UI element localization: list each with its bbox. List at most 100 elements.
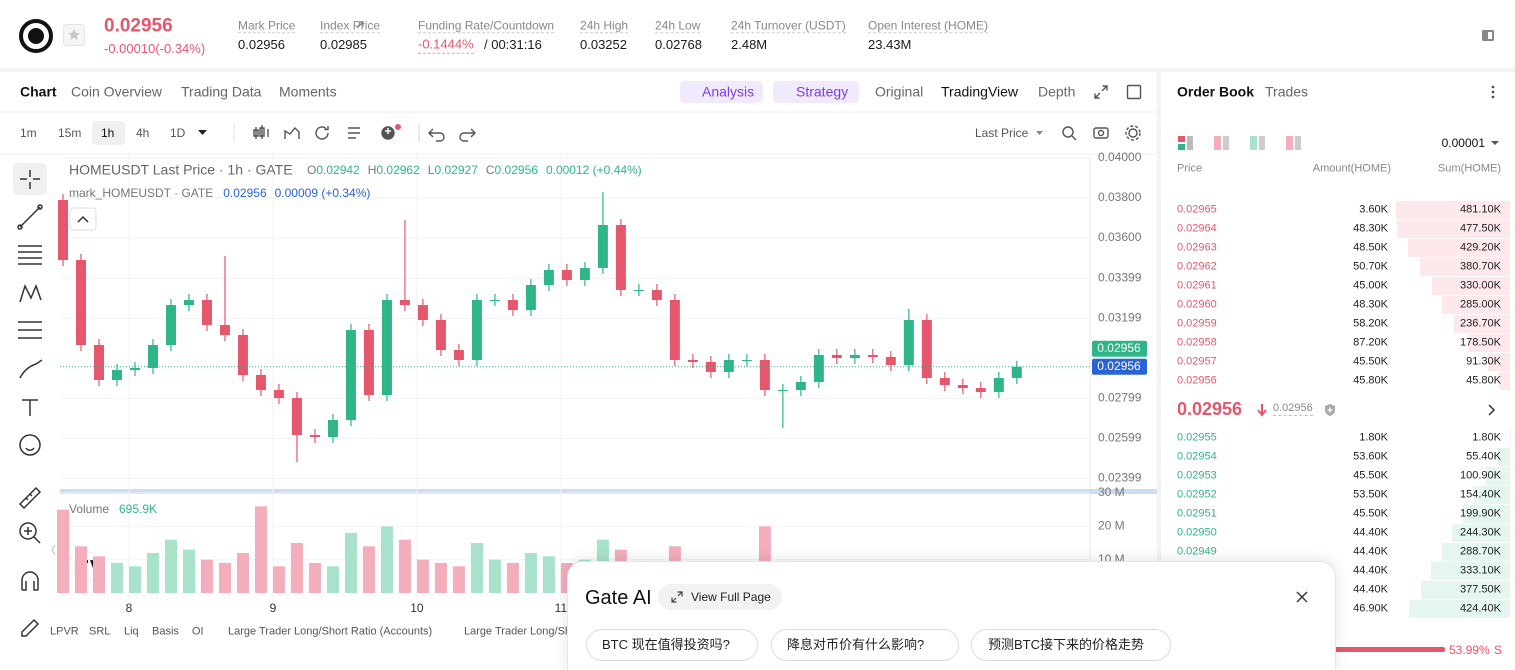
book-amount: 48.30K	[1353, 298, 1388, 311]
book-price[interactable]: 0.02964	[1177, 222, 1217, 235]
book-price[interactable]: 0.02956	[1177, 374, 1217, 387]
book-price[interactable]: 0.02959	[1177, 317, 1217, 330]
tab[interactable]: Order Book	[1177, 83, 1255, 100]
tab[interactable]: Trading Data	[181, 83, 262, 100]
book-price[interactable]: 0.02952	[1177, 488, 1217, 501]
interval[interactable]: 1h	[101, 125, 115, 140]
toolbar-icons[interactable]	[253, 124, 1141, 142]
mark-change: 0.00009 (+0.34%)	[275, 186, 371, 200]
x-tick-label: 9	[270, 601, 277, 615]
dropdown-caret[interactable]	[1490, 140, 1500, 146]
question-chip[interactable]	[971, 629, 1171, 661]
indicator[interactable]: OI	[192, 625, 204, 638]
ohlc-key: C	[486, 163, 495, 177]
tab[interactable]: Chart	[20, 83, 57, 100]
precision-select[interactable]: 0.00001	[1441, 135, 1485, 150]
depth-bar	[1396, 201, 1510, 219]
more-icon[interactable]	[1488, 84, 1498, 100]
candle-body	[723, 360, 734, 372]
candle-body	[237, 335, 248, 375]
book-price[interactable]: 0.02955	[1177, 431, 1217, 444]
candle-body	[417, 305, 428, 320]
interval[interactable]: 15m	[58, 125, 82, 140]
book-sum: 1.80K	[1472, 431, 1501, 444]
book-price[interactable]: 0.02954	[1177, 450, 1217, 463]
book-price[interactable]: 0.02953	[1177, 469, 1217, 482]
ohlc-value: 0.02942	[316, 163, 360, 177]
side-label: S	[1494, 642, 1503, 657]
book-amount: 48.30K	[1353, 222, 1388, 235]
tab[interactable]: Coin Overview	[71, 83, 163, 100]
indicator[interactable]: Liq	[124, 625, 139, 638]
candle-body	[867, 355, 878, 357]
book-price[interactable]: 0.02960	[1177, 298, 1217, 311]
interval[interactable]: 1m	[20, 125, 37, 140]
view-tab[interactable]: Depth	[1038, 83, 1076, 100]
view-full-page-button[interactable]	[658, 584, 782, 610]
book-price[interactable]: 0.02949	[1177, 545, 1217, 558]
book-price[interactable]: 0.02965	[1177, 203, 1217, 216]
ratio-label: 53.99%	[1449, 642, 1490, 657]
external-link-icon[interactable]	[355, 20, 365, 30]
shield-icon[interactable]	[1323, 403, 1337, 417]
close-button[interactable]	[1296, 591, 1308, 603]
book-price[interactable]: 0.02951	[1177, 507, 1217, 520]
question[interactable]: 降息对币价有什么影响?	[787, 637, 925, 653]
stat-label: Mark Price	[238, 18, 296, 34]
volume-bar	[506, 563, 519, 593]
book-amount: 45.50K	[1353, 355, 1388, 368]
collapse-legend[interactable]	[69, 207, 97, 231]
book-price[interactable]: 0.02961	[1177, 279, 1217, 292]
indicator[interactable]: LPVR	[50, 625, 79, 638]
dropdown-caret[interactable]	[198, 130, 207, 135]
stat-label: Open Interest (HOME)	[868, 18, 989, 34]
interval[interactable]: 1D	[170, 125, 186, 140]
fullscreen-icon[interactable]	[1093, 84, 1109, 100]
view-full-page[interactable]: View Full Page	[691, 589, 771, 604]
interval[interactable]: 4h	[136, 125, 150, 140]
indicator[interactable]: Basis	[152, 625, 179, 638]
volume-bar	[326, 566, 339, 593]
depth-bar	[1419, 258, 1510, 276]
book-price[interactable]: 0.02957	[1177, 355, 1217, 368]
book-price[interactable]: 0.02958	[1177, 336, 1217, 349]
volume-bar	[524, 553, 537, 593]
depth-bar	[1431, 562, 1510, 580]
question-chip[interactable]	[771, 629, 959, 661]
tab[interactable]: Moments	[279, 83, 337, 100]
question-chip[interactable]	[586, 629, 758, 661]
chevron-right[interactable]	[1487, 403, 1497, 417]
candle-body	[939, 378, 950, 385]
book-layout-icons[interactable]	[1176, 135, 1316, 151]
add-indicator[interactable]	[385, 128, 391, 134]
price-type-select[interactable]: Last Price	[975, 125, 1029, 140]
view-tab[interactable]: Strategy	[796, 83, 849, 100]
view-tab[interactable]: Original	[875, 83, 924, 100]
view-tab[interactable]: Analysis	[702, 83, 755, 100]
book-price[interactable]: 0.02962	[1177, 260, 1217, 273]
depth-bar	[1408, 239, 1510, 257]
book-sum: 45.80K	[1466, 374, 1501, 387]
indicator[interactable]: SRL	[89, 625, 111, 638]
favorite-star[interactable]	[63, 24, 85, 46]
book-sum: 330.00K	[1460, 279, 1501, 292]
candle-body	[687, 360, 698, 362]
book-sum: 199.90K	[1460, 507, 1501, 520]
indicator[interactable]: Large Trader Long/Sh	[464, 625, 572, 638]
view-tab[interactable]: TradingView	[941, 83, 1019, 100]
depth-bar	[1441, 543, 1510, 561]
book-amount: 53.50K	[1353, 488, 1388, 501]
window-icon[interactable]	[1126, 84, 1142, 100]
scroll-arrow[interactable]	[51, 544, 56, 556]
ai-tab-bg[interactable]	[680, 81, 763, 103]
drawing-tools[interactable]	[13, 163, 47, 637]
book-price[interactable]: 0.02950	[1177, 526, 1217, 539]
dropdown-caret[interactable]	[1036, 131, 1043, 135]
book-price[interactable]: 0.02963	[1177, 241, 1217, 254]
tab[interactable]: Trades	[1265, 83, 1309, 100]
question[interactable]: BTC 现在值得投资吗?	[602, 637, 730, 653]
question[interactable]: 预测BTC接下来的价格走势	[988, 637, 1145, 653]
ai-tab-bg[interactable]	[773, 81, 859, 103]
layout-icon[interactable]	[1481, 29, 1495, 42]
indicator[interactable]: Large Trader Long/Short Ratio (Accounts)	[228, 625, 433, 638]
